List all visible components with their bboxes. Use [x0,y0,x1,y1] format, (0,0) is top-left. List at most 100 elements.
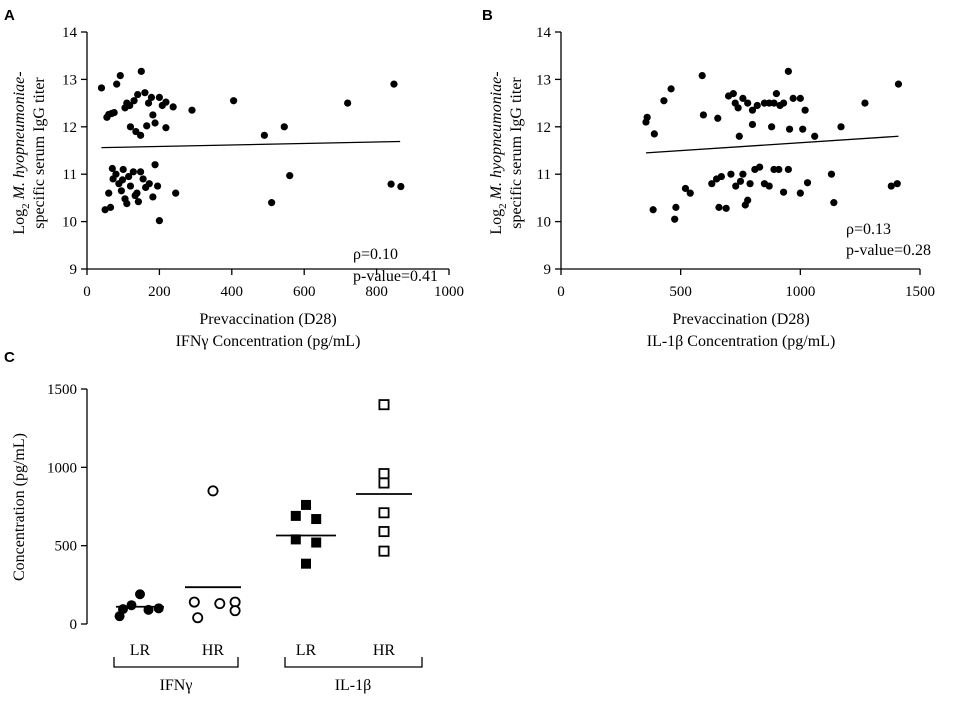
data-point [739,170,747,178]
data-point [108,164,116,173]
data-point [301,499,311,510]
data-point [143,122,151,130]
x-tick-label: 500 [669,284,692,300]
data-point [137,67,145,75]
data-point [151,161,159,169]
panel-c-cat-il1b-hr: HR [373,642,396,659]
data-point [188,596,200,608]
y-tick-label: 12 [62,120,77,136]
data-point [172,189,180,197]
x-tick-label: 1000 [434,284,464,300]
data-point [894,80,903,88]
panel-b-ylabel-line2: specific serum IgG titer [508,77,525,229]
data-point [714,114,722,122]
data-point [756,163,764,171]
data-point [811,132,819,140]
data-point [748,106,757,114]
panel-a: A Log2 M. hyopneumoniae- specific serum … [4,7,464,350]
data-point [113,80,121,88]
data-point [229,605,241,617]
data-point [779,99,788,107]
data-point [378,477,390,489]
data-point [141,89,149,97]
x-tick-label: 600 [293,284,316,300]
data-point [311,514,322,525]
data-point [126,182,135,190]
data-point [123,99,131,107]
panel-b-ylabel-line1: Log2 M. hyopneumoniae- [488,71,509,234]
data-point [744,99,752,107]
data-point [378,399,390,411]
panel-a-trendline [101,140,401,149]
y-tick-label: 0 [70,617,78,633]
y-tick-label: 1000 [47,460,77,476]
data-point [799,125,807,133]
panel-b: B Log2 M. hyopneumoniae- specific serum … [482,7,935,350]
data-point [151,119,159,127]
data-point [735,132,743,140]
data-point [722,204,730,212]
y-tick-label: 14 [62,25,78,41]
data-point [214,598,226,610]
data-point [789,94,797,102]
data-point [311,537,322,548]
data-point [125,172,133,181]
data-point [803,179,812,187]
data-point [861,99,869,107]
panel-c-ylabel: Concentration (pg/mL) [11,433,28,581]
data-point [230,97,238,105]
data-point [830,199,838,207]
data-point [785,125,794,133]
data-point [134,198,143,206]
data-point [796,94,804,102]
data-point [97,84,106,92]
data-point [162,124,170,132]
data-point [378,468,390,480]
data-point [105,189,113,197]
data-point [768,123,776,131]
data-point [660,97,668,105]
data-point [169,103,177,111]
data-point [153,182,162,190]
data-point [188,106,196,114]
data-point [130,97,138,105]
panel-a-points [97,67,405,225]
x-tick-label: 0 [83,284,91,300]
data-point [770,99,778,107]
panel-c-group-ifng: IFNγ [160,677,193,694]
data-point [106,203,115,211]
data-point [699,111,708,119]
data-point [686,189,694,197]
data-point [708,180,716,188]
data-point [390,80,398,88]
data-point [135,589,145,600]
data-point [162,98,170,106]
data-point [118,176,127,184]
data-point [753,101,761,110]
data-point [118,604,128,615]
y-tick-label: 13 [536,72,551,88]
panel-a-ylabel-line2: specific serum IgG titer [31,77,48,229]
panel-c-cat-il1b-lr: LR [296,642,317,659]
data-point [887,182,895,190]
data-point [301,558,311,569]
panel-c-ticks: 0 500 1000 1500 [47,382,87,633]
data-point [387,180,395,188]
y-tick-label: 13 [62,72,77,88]
data-point [112,170,120,178]
data-point [286,172,294,180]
panel-c-bracket-il1b [284,657,423,668]
data-point [101,206,109,214]
panel-c-cat-ifng-lr: LR [130,642,151,659]
panel-a-rho: ρ=0.10 [353,246,398,263]
data-point [134,90,142,99]
panel-b-rho: ρ=0.13 [846,221,891,238]
data-point [772,90,781,98]
data-point [837,123,845,131]
panel-a-pvalue: p-value=0.41 [353,268,438,285]
data-point [119,165,127,174]
data-point [126,123,135,131]
y-tick-label: 1500 [47,382,77,398]
x-tick-label: 0 [557,284,565,300]
